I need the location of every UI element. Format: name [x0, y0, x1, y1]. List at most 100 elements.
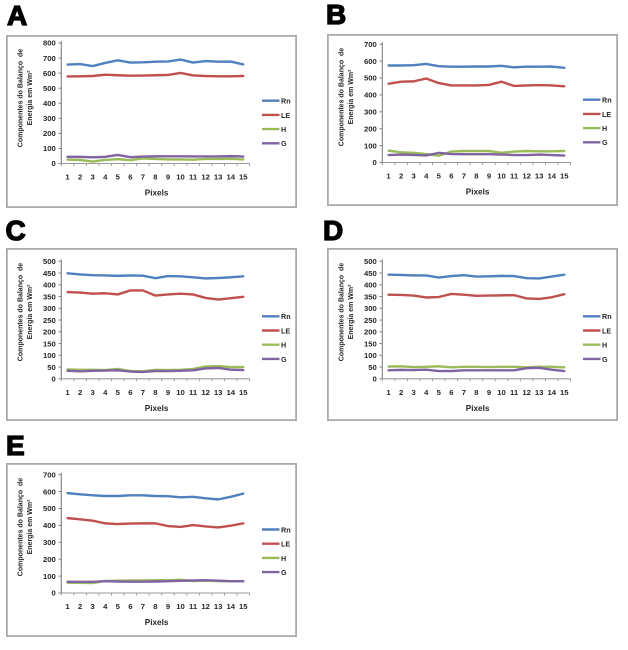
svg-text:5: 5 [116, 173, 121, 182]
svg-text:Energia em Wm²: Energia em Wm² [27, 70, 34, 126]
svg-text:LE: LE [281, 111, 290, 120]
svg-text:300: 300 [43, 304, 56, 313]
svg-text:50: 50 [47, 363, 56, 372]
svg-text:10: 10 [176, 388, 185, 397]
svg-text:10: 10 [497, 388, 506, 397]
svg-text:5: 5 [437, 388, 442, 397]
svg-text:4: 4 [424, 388, 429, 397]
svg-text:300: 300 [43, 538, 56, 547]
svg-text:5: 5 [116, 388, 121, 397]
svg-text:1: 1 [65, 388, 70, 397]
svg-text:100: 100 [364, 351, 377, 360]
svg-text:150: 150 [364, 339, 377, 348]
svg-text:G: G [281, 355, 287, 364]
svg-text:8: 8 [474, 172, 479, 181]
svg-text:9: 9 [166, 388, 170, 397]
svg-text:400: 400 [364, 91, 377, 100]
svg-text:0: 0 [373, 158, 377, 167]
svg-text:12: 12 [201, 388, 210, 397]
svg-text:800: 800 [43, 39, 56, 48]
svg-text:14: 14 [547, 388, 556, 397]
svg-text:5: 5 [437, 172, 442, 181]
svg-text:5: 5 [116, 602, 121, 611]
svg-text:H: H [602, 124, 607, 133]
svg-text:Pixels: Pixels [145, 189, 169, 198]
svg-text:9: 9 [487, 172, 491, 181]
svg-text:4: 4 [103, 388, 108, 397]
svg-text:4: 4 [103, 602, 108, 611]
svg-text:2: 2 [78, 388, 82, 397]
svg-text:13: 13 [214, 173, 223, 182]
svg-text:600: 600 [43, 487, 56, 496]
svg-text:250: 250 [364, 316, 377, 325]
svg-text:250: 250 [43, 316, 56, 325]
svg-text:12: 12 [522, 388, 531, 397]
svg-text:11: 11 [189, 173, 198, 182]
svg-text:14: 14 [226, 388, 235, 397]
svg-text:6: 6 [128, 602, 132, 611]
svg-text:3: 3 [412, 172, 416, 181]
svg-text:200: 200 [43, 555, 56, 564]
svg-text:4: 4 [103, 173, 108, 182]
svg-text:H: H [602, 341, 607, 350]
svg-text:400: 400 [43, 99, 56, 108]
svg-text:3: 3 [91, 173, 95, 182]
svg-text:H: H [281, 341, 286, 350]
svg-text:6: 6 [128, 388, 132, 397]
svg-text:1: 1 [65, 173, 70, 182]
svg-text:2: 2 [78, 173, 82, 182]
svg-text:Componentes do Balanço de: Componentes do Balanço de [339, 48, 346, 147]
svg-text:200: 200 [364, 328, 377, 337]
svg-text:15: 15 [239, 388, 248, 397]
svg-text:6: 6 [449, 388, 453, 397]
svg-text:14: 14 [547, 172, 556, 181]
svg-text:7: 7 [141, 602, 145, 611]
svg-text:350: 350 [364, 292, 377, 301]
svg-text:6: 6 [128, 173, 132, 182]
svg-text:600: 600 [364, 57, 377, 66]
svg-text:H: H [281, 554, 286, 563]
svg-text:200: 200 [43, 129, 56, 138]
svg-text:Componentes do Balanço de: Componentes do Balanço de [339, 263, 346, 362]
svg-text:500: 500 [364, 74, 377, 83]
svg-text:10: 10 [176, 173, 185, 182]
svg-text:2: 2 [399, 388, 403, 397]
svg-text:150: 150 [43, 339, 56, 348]
svg-text:300: 300 [43, 114, 56, 123]
svg-text:Pixels: Pixels [145, 404, 169, 413]
svg-text:Rn: Rn [602, 96, 612, 105]
svg-text:400: 400 [43, 281, 56, 290]
svg-text:13: 13 [214, 602, 223, 611]
svg-text:11: 11 [510, 172, 519, 181]
svg-text:15: 15 [560, 172, 569, 181]
svg-text:G: G [281, 568, 287, 577]
svg-text:9: 9 [166, 173, 170, 182]
svg-text:12: 12 [201, 602, 210, 611]
svg-text:14: 14 [226, 173, 235, 182]
svg-text:8: 8 [474, 388, 479, 397]
svg-text:7: 7 [141, 173, 145, 182]
svg-text:2: 2 [399, 172, 403, 181]
svg-text:700: 700 [364, 40, 377, 49]
svg-text:8: 8 [153, 602, 158, 611]
svg-text:8: 8 [153, 388, 158, 397]
svg-text:11: 11 [189, 388, 198, 397]
svg-text:450: 450 [364, 269, 377, 278]
svg-text:300: 300 [364, 108, 377, 117]
svg-text:LE: LE [602, 326, 611, 335]
svg-text:450: 450 [43, 269, 56, 278]
svg-text:500: 500 [43, 504, 56, 513]
svg-text:500: 500 [43, 257, 56, 266]
svg-text:Componentes do Balanço de: Componentes do Balanço de [18, 478, 25, 577]
svg-text:LE: LE [281, 540, 290, 549]
svg-text:10: 10 [497, 172, 506, 181]
svg-text:14: 14 [226, 602, 235, 611]
svg-text:400: 400 [43, 521, 56, 530]
svg-text:300: 300 [364, 304, 377, 313]
svg-text:Pixels: Pixels [466, 188, 490, 197]
svg-text:100: 100 [43, 572, 56, 581]
svg-text:G: G [281, 139, 287, 148]
svg-text:1: 1 [65, 602, 70, 611]
svg-text:350: 350 [43, 292, 56, 301]
svg-text:3: 3 [412, 388, 416, 397]
